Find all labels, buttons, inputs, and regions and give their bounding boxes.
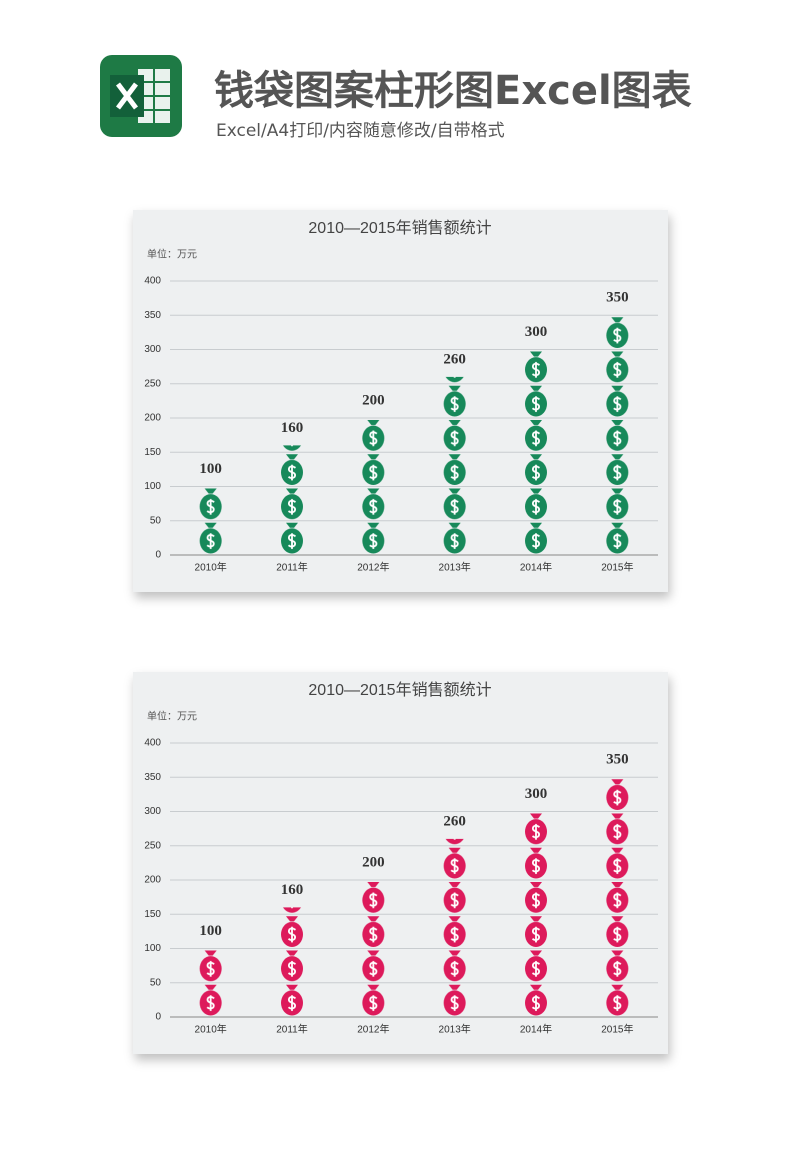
data-label: 160 — [281, 882, 304, 898]
y-tick-label: 50 — [150, 515, 162, 526]
bar — [361, 418, 386, 555]
bar — [361, 880, 386, 1017]
data-label: 100 — [199, 923, 222, 939]
bar — [198, 486, 223, 555]
y-tick-label: 300 — [144, 344, 161, 355]
x-tick-label: 2015年 — [601, 1023, 633, 1036]
y-tick-label: 200 — [144, 413, 161, 424]
unit-label: 单位：万元 — [147, 710, 197, 723]
data-label: 100 — [199, 461, 222, 477]
bar — [442, 376, 467, 555]
x-tick-label: 2011年 — [276, 1023, 308, 1036]
data-label: 160 — [281, 420, 304, 436]
x-tick-label: 2014年 — [520, 1023, 552, 1036]
page-subtitle: Excel/A4打印/内容随意修改/自带格式 — [216, 121, 505, 141]
y-tick-label: 150 — [144, 447, 161, 458]
y-tick-label: 300 — [144, 806, 161, 817]
data-label: 260 — [443, 351, 466, 367]
x-tick-label: 2013年 — [439, 561, 471, 574]
data-label: 350 — [606, 290, 629, 306]
y-tick-label: 250 — [144, 840, 161, 851]
bar — [605, 777, 630, 1017]
bar — [198, 948, 223, 1017]
chart-panel: 2010—2015年销售额统计单位：万元 0 50 100 150 200 250 300 35… — [133, 672, 668, 1054]
x-tick-label: 2012年 — [357, 561, 389, 574]
data-label: 300 — [525, 324, 548, 340]
bar — [280, 445, 304, 555]
bar — [442, 838, 467, 1017]
y-tick-label: 50 — [150, 977, 162, 988]
chart-panel: 2010—2015年销售额统计单位：万元 0 50 100 150 200 250 300 35… — [133, 210, 668, 592]
page-title: 钱袋图案柱形图Excel图表 — [214, 68, 692, 114]
y-tick-label: 400 — [144, 276, 161, 287]
y-tick-label: 100 — [144, 943, 161, 954]
y-tick-label: 400 — [144, 738, 161, 749]
bar — [280, 907, 304, 1017]
data-label: 200 — [362, 854, 385, 870]
data-label: 350 — [606, 752, 629, 768]
bar — [524, 811, 548, 1017]
x-tick-label: 2010年 — [195, 1023, 227, 1036]
x-tick-label: 2014年 — [520, 561, 552, 574]
bar — [524, 349, 548, 555]
y-tick-label: 0 — [155, 550, 161, 561]
y-tick-label: 250 — [144, 378, 161, 389]
x-tick-label: 2012年 — [357, 1023, 389, 1036]
x-tick-label: 2013年 — [439, 1023, 471, 1036]
y-tick-label: 150 — [144, 909, 161, 920]
chart-title: 2010—2015年销售额统计 — [308, 219, 491, 237]
y-tick-label: 350 — [144, 772, 161, 783]
x-tick-label: 2010年 — [195, 561, 227, 574]
data-label: 300 — [525, 786, 548, 802]
data-label: 200 — [362, 392, 385, 408]
y-tick-label: 0 — [155, 1012, 161, 1023]
x-tick-label: 2015年 — [601, 561, 633, 574]
chart-title: 2010—2015年销售额统计 — [308, 681, 491, 699]
y-tick-label: 350 — [144, 310, 161, 321]
bar — [605, 315, 630, 555]
data-label: 260 — [443, 813, 466, 829]
y-tick-label: 200 — [144, 875, 161, 886]
y-tick-label: 100 — [144, 481, 161, 492]
excel-icon — [100, 55, 182, 137]
unit-label: 单位：万元 — [147, 248, 197, 261]
x-tick-label: 2011年 — [276, 561, 308, 574]
